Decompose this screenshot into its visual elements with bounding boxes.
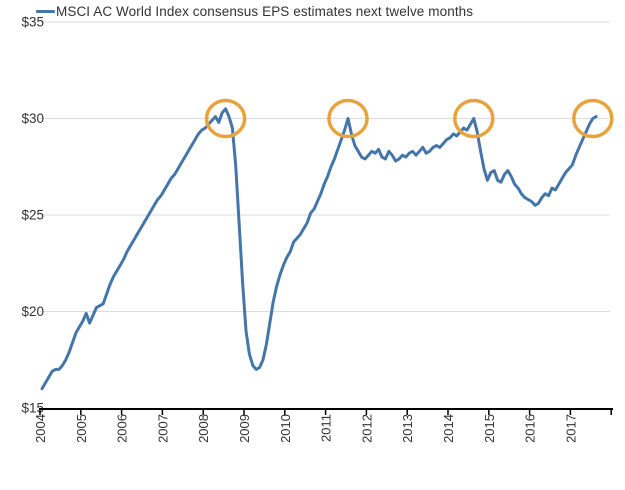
x-axis-tick-label: 2013 <box>400 414 415 443</box>
y-axis-tick-label: $15 <box>21 401 44 416</box>
y-axis-tick-label: $30 <box>21 111 44 126</box>
x-axis-tick-label: 2006 <box>115 414 130 443</box>
x-axis-tick-label: 2014 <box>441 414 456 443</box>
x-axis-tick-label: 2017 <box>563 414 578 443</box>
eps-line-series <box>40 107 598 391</box>
x-axis-tick-label: 2005 <box>74 414 89 443</box>
x-axis-tick-label: 2008 <box>196 414 211 443</box>
peak-circle-annotation <box>327 98 369 139</box>
legend: MSCI AC World Index consensus EPS estima… <box>36 3 473 19</box>
y-axis-tick-label: $35 <box>21 15 44 30</box>
y-axis-tick-label: $25 <box>21 208 44 223</box>
peak-circle-annotation <box>572 98 614 139</box>
x-axis-tick-label: 2010 <box>278 414 293 443</box>
x-axis-tick-label: 2011 <box>319 414 334 442</box>
x-axis-tick-label: 2007 <box>155 414 170 443</box>
x-axis-tick-label: 2004 <box>33 414 48 443</box>
x-axis-tick-label: 2015 <box>482 414 497 443</box>
legend-label: MSCI AC World Index consensus EPS estima… <box>56 3 474 19</box>
y-axis-tick-label: $20 <box>21 304 44 319</box>
peak-circle-annotation <box>204 98 247 139</box>
x-axis-tick-label: 2009 <box>237 414 252 443</box>
x-axis-tick-label: 2012 <box>359 414 374 443</box>
legend-line-swatch <box>36 9 55 13</box>
x-axis-tick-label: 2016 <box>523 414 538 443</box>
peak-circle-annotation <box>453 98 495 139</box>
